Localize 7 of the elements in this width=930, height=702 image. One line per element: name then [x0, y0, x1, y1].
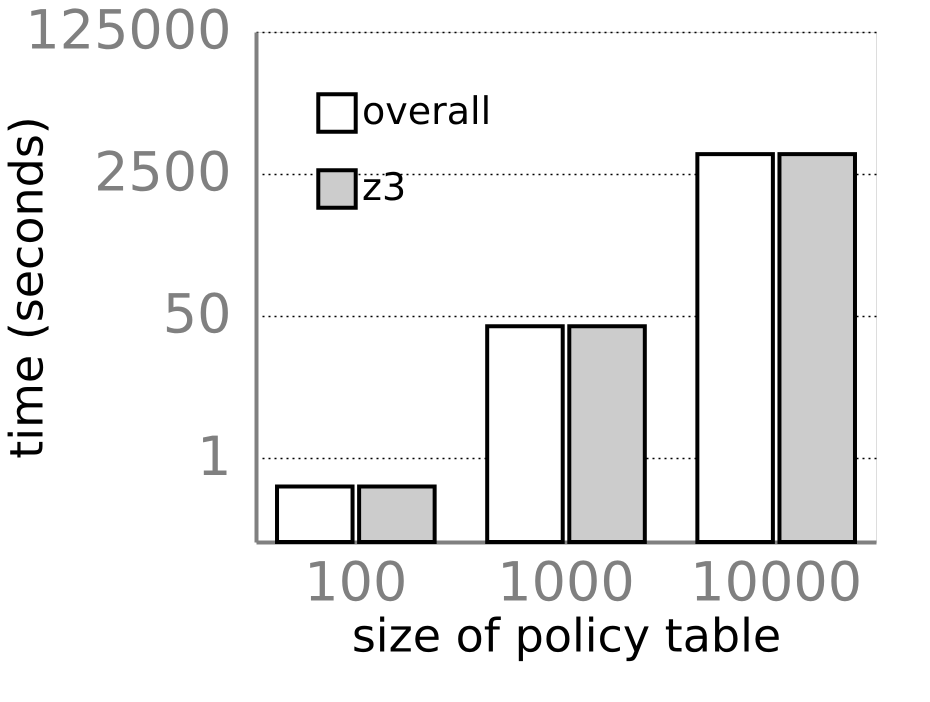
- legend-label: z3: [362, 165, 406, 209]
- y-tick-label: 1: [197, 424, 232, 488]
- y-tick-label: 2500: [94, 140, 232, 204]
- y-tick-label: 50: [162, 282, 232, 346]
- y-tick-label: 125000: [25, 0, 232, 62]
- legend-label: overall: [362, 89, 492, 133]
- y-axis-title: time (seconds): [0, 116, 54, 459]
